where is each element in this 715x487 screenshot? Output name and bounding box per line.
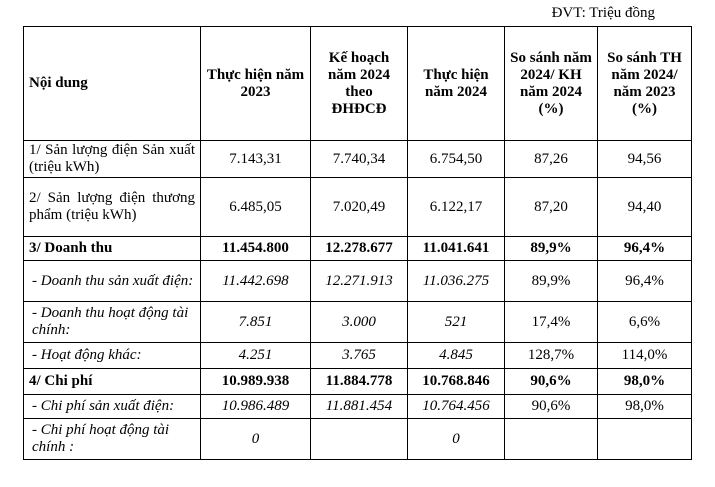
header-row: Nội dung Thực hiện năm 2023 Kế hoạch năm… bbox=[23, 26, 692, 141]
cell-actual-2024: 10.768.846 bbox=[407, 368, 505, 395]
cell-compare-plan: 90,6% bbox=[504, 368, 598, 395]
header-plan-2024: Kế hoạch năm 2024 theo ĐHĐCĐ bbox=[310, 26, 408, 141]
cell-compare-plan: 90,6% bbox=[504, 394, 598, 419]
cell-compare-plan: 89,9% bbox=[504, 260, 598, 302]
cell-actual-2023: 6.485,05 bbox=[200, 177, 311, 237]
row-label: - Doanh thu hoạt động tài chính: bbox=[23, 301, 201, 343]
cell-plan-2024: 11.884.778 bbox=[310, 368, 408, 395]
cell-plan-2024: 3.000 bbox=[310, 301, 408, 343]
header-actual-2023: Thực hiện năm 2023 bbox=[200, 26, 311, 141]
row-label: 2/ Sản lượng điện thương phẩm (triệu kWh… bbox=[23, 177, 201, 237]
cell-actual-2023: 0 bbox=[200, 418, 311, 460]
row-label: - Chi phí sản xuất điện: bbox=[23, 394, 201, 419]
cell-compare-actual bbox=[597, 418, 692, 460]
table-row: 2/ Sản lượng điện thương phẩm (triệu kWh… bbox=[23, 177, 692, 237]
unit-note: ĐVT: Triệu đồng bbox=[551, 5, 655, 21]
cell-compare-actual: 114,0% bbox=[597, 342, 692, 369]
table-row: - Chi phí hoạt động tài chính : 0 0 bbox=[23, 418, 692, 460]
table-row: - Chi phí sản xuất điện: 10.986.489 11.8… bbox=[23, 394, 692, 419]
cell-compare-actual: 94,40 bbox=[597, 177, 692, 237]
row-label: 1/ Sản lượng điện Sản xuất (triệu kWh) bbox=[23, 140, 201, 178]
table-row: 3/ Doanh thu 11.454.800 12.278.677 11.04… bbox=[23, 236, 692, 261]
cell-compare-plan bbox=[504, 418, 598, 460]
cell-actual-2023: 7.851 bbox=[200, 301, 311, 343]
cell-actual-2024: 521 bbox=[407, 301, 505, 343]
table-row: - Doanh thu sản xuất điện: 11.442.698 12… bbox=[23, 260, 692, 302]
table-row: - Hoạt động khác: 4.251 3.765 4.845 128,… bbox=[23, 342, 692, 369]
cell-plan-2024: 7.740,34 bbox=[310, 140, 408, 178]
cell-actual-2023: 4.251 bbox=[200, 342, 311, 369]
cell-actual-2023: 7.143,31 bbox=[200, 140, 311, 178]
row-label: 4/ Chi phí bbox=[23, 368, 201, 395]
cell-compare-plan: 89,9% bbox=[504, 236, 598, 261]
cell-plan-2024: 12.278.677 bbox=[310, 236, 408, 261]
cell-plan-2024 bbox=[310, 418, 408, 460]
cell-actual-2024: 11.041.641 bbox=[407, 236, 505, 261]
cell-actual-2023: 11.454.800 bbox=[200, 236, 311, 261]
row-label: - Chi phí hoạt động tài chính : bbox=[23, 418, 201, 460]
row-label: 3/ Doanh thu bbox=[23, 236, 201, 261]
cell-compare-plan: 87,26 bbox=[504, 140, 598, 178]
cell-actual-2024: 6.122,17 bbox=[407, 177, 505, 237]
header-compare-actual: So sánh TH năm 2024/ năm 2023 (%) bbox=[597, 26, 692, 141]
table-row: 1/ Sản lượng điện Sản xuất (triệu kWh) 7… bbox=[23, 140, 692, 178]
cell-compare-actual: 6,6% bbox=[597, 301, 692, 343]
header-actual-2024: Thực hiện năm 2024 bbox=[407, 26, 505, 141]
table-row: - Doanh thu hoạt động tài chính: 7.851 3… bbox=[23, 301, 692, 343]
cell-compare-actual: 98,0% bbox=[597, 368, 692, 395]
cell-actual-2023: 10.989.938 bbox=[200, 368, 311, 395]
cell-actual-2024: 0 bbox=[407, 418, 505, 460]
cell-actual-2024: 11.036.275 bbox=[407, 260, 505, 302]
cell-compare-plan: 17,4% bbox=[504, 301, 598, 343]
header-compare-plan: So sánh năm 2024/ KH năm 2024 (%) bbox=[504, 26, 598, 141]
financial-table: Nội dung Thực hiện năm 2023 Kế hoạch năm… bbox=[23, 26, 692, 460]
table-row: 4/ Chi phí 10.989.938 11.884.778 10.768.… bbox=[23, 368, 692, 395]
cell-compare-plan: 128,7% bbox=[504, 342, 598, 369]
cell-compare-plan: 87,20 bbox=[504, 177, 598, 237]
cell-actual-2024: 6.754,50 bbox=[407, 140, 505, 178]
row-label: - Hoạt động khác: bbox=[23, 342, 201, 369]
cell-actual-2024: 10.764.456 bbox=[407, 394, 505, 419]
cell-actual-2024: 4.845 bbox=[407, 342, 505, 369]
cell-plan-2024: 11.881.454 bbox=[310, 394, 408, 419]
header-content: Nội dung bbox=[23, 26, 201, 141]
cell-compare-actual: 94,56 bbox=[597, 140, 692, 178]
cell-compare-actual: 96,4% bbox=[597, 260, 692, 302]
cell-compare-actual: 96,4% bbox=[597, 236, 692, 261]
cell-actual-2023: 10.986.489 bbox=[200, 394, 311, 419]
cell-plan-2024: 7.020,49 bbox=[310, 177, 408, 237]
cell-plan-2024: 12.271.913 bbox=[310, 260, 408, 302]
cell-actual-2023: 11.442.698 bbox=[200, 260, 311, 302]
cell-plan-2024: 3.765 bbox=[310, 342, 408, 369]
cell-compare-actual: 98,0% bbox=[597, 394, 692, 419]
row-label: - Doanh thu sản xuất điện: bbox=[23, 260, 201, 302]
